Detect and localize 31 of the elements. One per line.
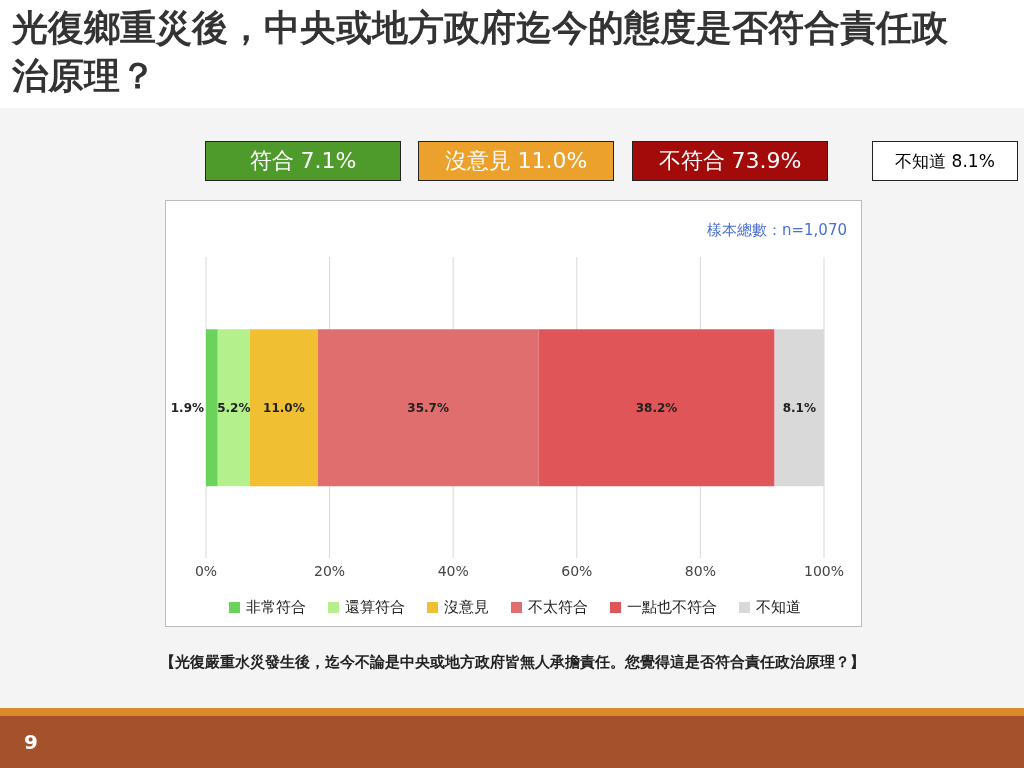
- text: 9: [24, 730, 38, 754]
- text: 不符合 73.9%: [632, 141, 828, 181]
- x-tick-label: 20%: [314, 562, 346, 579]
- data-label: 38.2%: [635, 401, 678, 415]
- legend-label: 不知道: [756, 598, 801, 617]
- data-label: 11.0%: [263, 401, 305, 415]
- data-label: 1.9%: [170, 401, 204, 415]
- text: 符合 7.1%: [205, 141, 401, 181]
- chart-title: 光復鄉重災後，中央或地方政府迄今的態度是否符合責任政治原理？: [12, 6, 949, 98]
- data-label: 35.7%: [407, 401, 449, 415]
- text: 【光復嚴重水災發生後，迄今不論是中央或地方政府皆無人承擔責任。您覺得這是否符合責任政治原理？】: [160, 652, 866, 672]
- data-label: 8.1%: [782, 401, 816, 415]
- bar: [206, 329, 218, 487]
- x-tick-label: 100%: [803, 562, 845, 579]
- bar: [538, 329, 775, 487]
- text: 不知道 8.1%: [872, 141, 1018, 181]
- legend-label: 一點也不符合: [627, 598, 717, 617]
- bar: [217, 329, 250, 487]
- legend-label: 沒意見: [444, 598, 489, 617]
- text: 沒意見 11.0%: [418, 141, 614, 181]
- legend-label: 還算符合: [345, 598, 405, 617]
- text: 樣本總數：n=1,070: [706, 221, 847, 240]
- data-label: 5.2%: [217, 401, 251, 415]
- x-tick-label: 80%: [684, 562, 716, 579]
- bar: [249, 329, 318, 487]
- x-tick-label: 40%: [437, 562, 469, 579]
- bar: [317, 329, 539, 487]
- x-tick-label: 60%: [561, 562, 593, 579]
- legend-label: 非常符合: [246, 598, 306, 617]
- legend-label: 不太符合: [528, 598, 588, 617]
- x-tick-label: 0%: [194, 562, 218, 579]
